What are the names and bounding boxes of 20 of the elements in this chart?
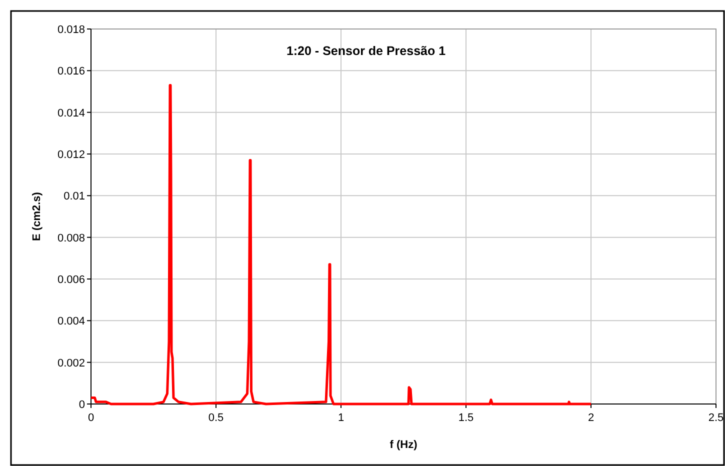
y-tick-label: 0	[78, 399, 85, 411]
y-tick-label: 0.018	[57, 24, 85, 36]
x-axis-title: f (Hz)	[390, 439, 418, 451]
y-tick-label: 0.002	[57, 357, 85, 370]
y-tick-label: 0.014	[57, 107, 85, 120]
y-tick-label: 0.012	[57, 149, 85, 161]
y-tick-label: 0.01	[64, 190, 85, 203]
x-tick-label: 2.5	[708, 412, 724, 424]
y-tick-label: 0.016	[57, 66, 85, 78]
text: 1:20 - Sensor de Pressão 1	[286, 44, 446, 58]
x-tick-label: 0.5	[208, 412, 224, 424]
x-tick-label: 1	[338, 412, 344, 424]
x-tick-label: 1.5	[458, 412, 474, 424]
x-tick-label: 0	[88, 412, 94, 424]
y-tick-label: 0.006	[57, 274, 85, 286]
line-series	[90, 84, 592, 406]
y-tick-label: 0.008	[57, 232, 85, 244]
y-tick-label: 0.004	[57, 316, 85, 328]
y-axis-title: E (cm2.s)	[31, 192, 43, 241]
x-tick-label: 2	[588, 412, 594, 424]
